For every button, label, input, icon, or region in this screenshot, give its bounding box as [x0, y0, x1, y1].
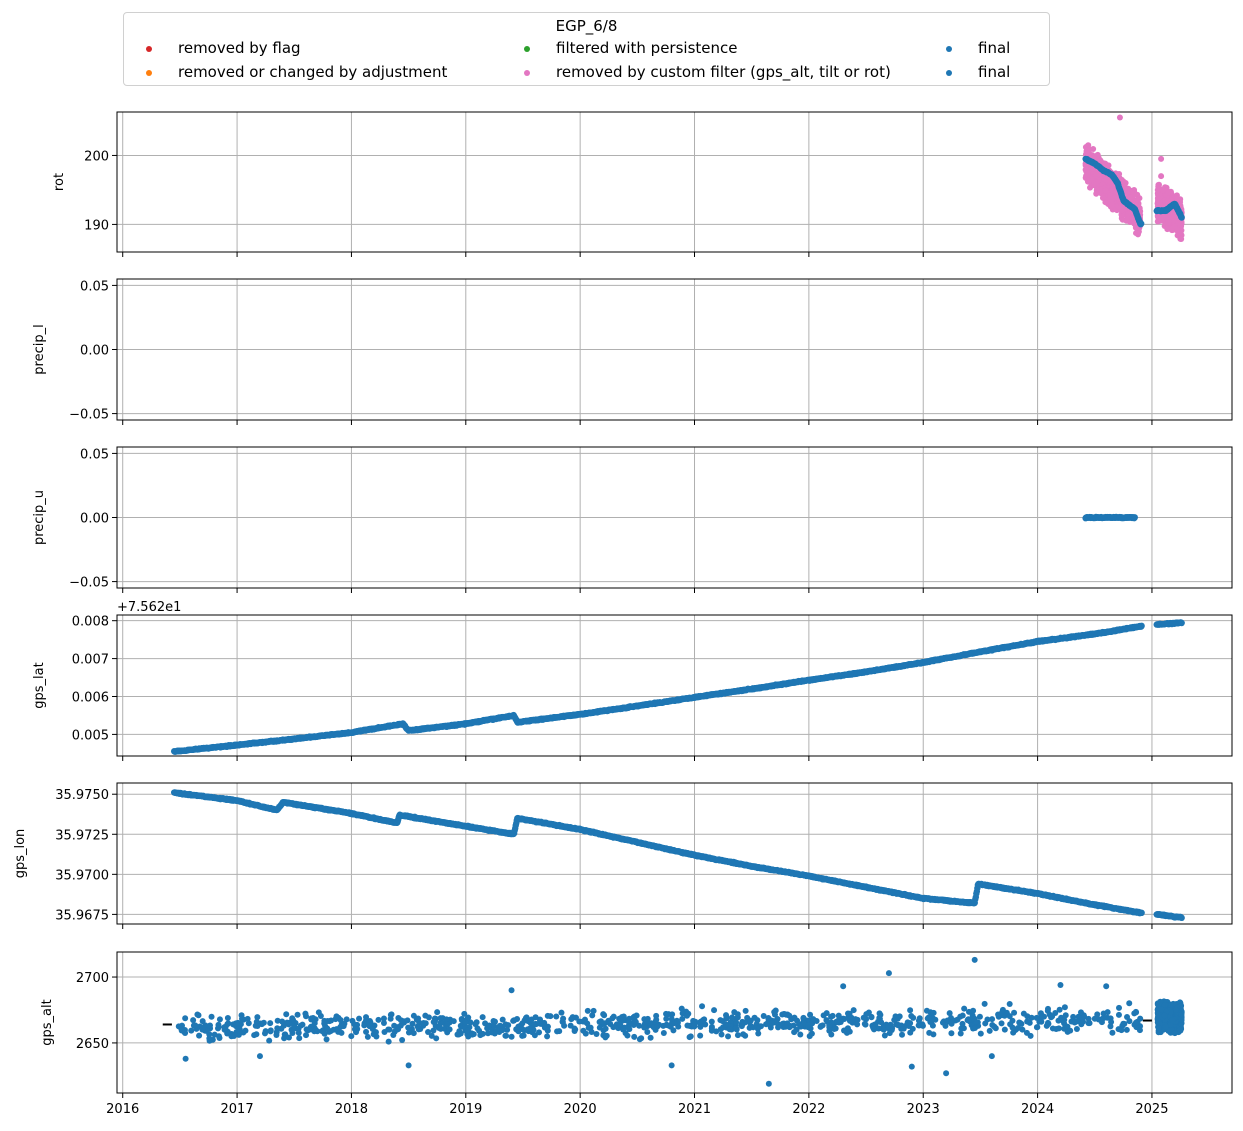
data-point	[1093, 190, 1100, 197]
legend-label: removed or changed by adjustment	[178, 63, 448, 81]
y-tick-label: 0.00	[80, 344, 109, 359]
data-point	[1160, 187, 1167, 194]
legend-marker	[524, 46, 530, 52]
panel-precip_u: −0.05 0.00 0.05 precip_u	[32, 446, 1233, 593]
axes-frame	[116, 614, 1233, 757]
y-axis-label: precip_l	[32, 324, 47, 374]
data-point	[1165, 189, 1172, 196]
legend-marker	[946, 70, 952, 76]
data-point	[1155, 181, 1162, 188]
data-point	[1094, 151, 1101, 158]
legend-marker	[146, 70, 152, 76]
panel-gps_lat: 0.005 0.006 0.007 0.008 gps_lat +7.562e1	[32, 600, 1233, 761]
legend-label: final	[978, 63, 1011, 81]
data-point	[1171, 213, 1178, 220]
data-point	[1109, 187, 1116, 194]
data-point	[1178, 214, 1185, 221]
panel-rot: 190 200 rot	[52, 111, 1233, 257]
data-point	[1138, 622, 1145, 630]
data-point	[1086, 146, 1093, 153]
y-tick-label: 0.05	[80, 447, 109, 462]
legend-marker	[946, 46, 952, 52]
y-tick-label: 0.005	[72, 728, 109, 743]
axes-frame	[116, 111, 1233, 253]
panel-precip_l: −0.05 0.00 0.05 precip_l	[32, 278, 1233, 425]
data-point	[1108, 196, 1115, 203]
plot-area	[1082, 513, 1138, 522]
legend-label: removed by flag	[178, 39, 301, 57]
y-axis-label: rot	[52, 173, 67, 191]
data-point	[1158, 155, 1165, 162]
y-tick-label: 190	[84, 218, 109, 233]
data-point	[1107, 178, 1114, 185]
data-point	[1133, 230, 1140, 237]
data-point	[1137, 220, 1145, 227]
data-point	[1134, 191, 1141, 198]
data-point	[1174, 195, 1181, 202]
plot-area	[170, 619, 1185, 755]
y-offset-label: +7.562e1	[117, 600, 181, 615]
legend-label: filtered with persistence	[556, 39, 738, 57]
y-tick-label: 0.00	[80, 512, 109, 527]
data-point	[1102, 199, 1109, 206]
y-tick-label: 0.007	[72, 653, 109, 668]
data-point	[1093, 172, 1100, 179]
data-point	[1157, 202, 1164, 209]
y-axis-label: gps_lat	[32, 662, 47, 708]
legend-marker	[524, 70, 530, 76]
legend-title: EGP_6/8	[555, 17, 618, 35]
data-point	[1178, 619, 1185, 627]
data-point	[1103, 175, 1110, 182]
data-point	[1102, 187, 1109, 194]
legend-label: removed by custom filter (gps_alt, tilt …	[556, 63, 891, 81]
data-point	[1116, 114, 1123, 121]
data-point	[1125, 211, 1132, 218]
legend-marker	[146, 46, 152, 52]
plot-area	[170, 789, 1185, 922]
data-point	[1164, 226, 1171, 233]
y-tick-label: 0.008	[72, 615, 109, 630]
data-point	[1165, 197, 1172, 204]
data-point	[1083, 166, 1090, 173]
y-tick-label: −0.05	[69, 408, 109, 423]
legend-label: final	[978, 39, 1011, 57]
data-point	[1131, 514, 1138, 521]
y-tick-label: 0.006	[72, 690, 109, 705]
legend: EGP_6/8 removed by flag removed or change…	[123, 12, 1050, 86]
data-point	[1126, 193, 1133, 200]
y-tick-label: 200	[84, 149, 109, 164]
data-point	[1174, 226, 1181, 233]
y-axis-label: precip_u	[32, 490, 47, 545]
y-tick-label: 0.05	[80, 279, 109, 294]
y-tick-label: −0.05	[69, 576, 109, 591]
data-point	[1178, 235, 1185, 242]
plot-area	[1082, 114, 1185, 242]
data-point	[1156, 216, 1163, 223]
data-point	[1165, 219, 1172, 226]
data-point	[1091, 181, 1098, 188]
data-point	[1158, 173, 1165, 180]
data-point	[1118, 211, 1125, 218]
data-point	[1116, 170, 1123, 177]
